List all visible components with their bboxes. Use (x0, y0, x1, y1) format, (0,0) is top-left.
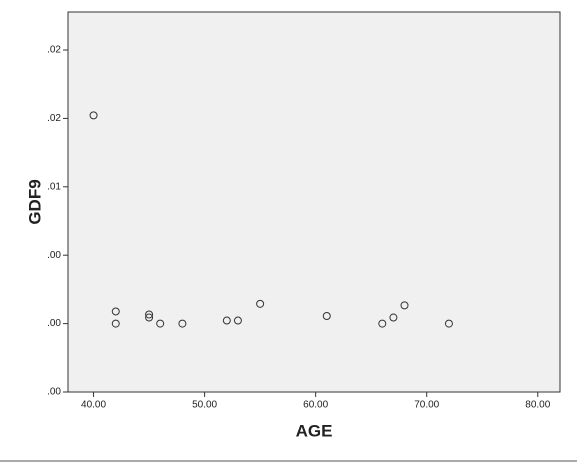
point (145, 310, 154, 319)
point (256, 299, 265, 308)
point (233, 316, 242, 325)
x-tick-label: 80.00 (525, 400, 550, 411)
y-tick-label: .01 (47, 181, 61, 192)
point (89, 111, 98, 120)
point (444, 319, 453, 328)
point (178, 319, 187, 328)
y-tick-label: .00 (47, 318, 61, 329)
point (378, 319, 387, 328)
plot-area (67, 11, 561, 393)
x-tick-label: 70.00 (414, 400, 439, 411)
point (222, 316, 231, 325)
y-tick-label: .00 (47, 387, 61, 398)
point (156, 319, 165, 328)
y-tick-label: .00 (47, 250, 61, 261)
x-tick-label: 40.00 (81, 400, 106, 411)
x-tick-label: 60.00 (303, 400, 328, 411)
y-tick-label: .02 (47, 45, 61, 56)
x-tick-label: 50.00 (192, 400, 217, 411)
point (111, 307, 120, 316)
point (389, 313, 398, 322)
point (322, 312, 331, 320)
x-axis-title: AGE (296, 421, 333, 440)
point (145, 313, 154, 322)
y-tick-label: .02 (47, 113, 61, 124)
point (111, 319, 120, 328)
point (400, 301, 409, 310)
y-axis-title: GDF9 (25, 179, 44, 224)
